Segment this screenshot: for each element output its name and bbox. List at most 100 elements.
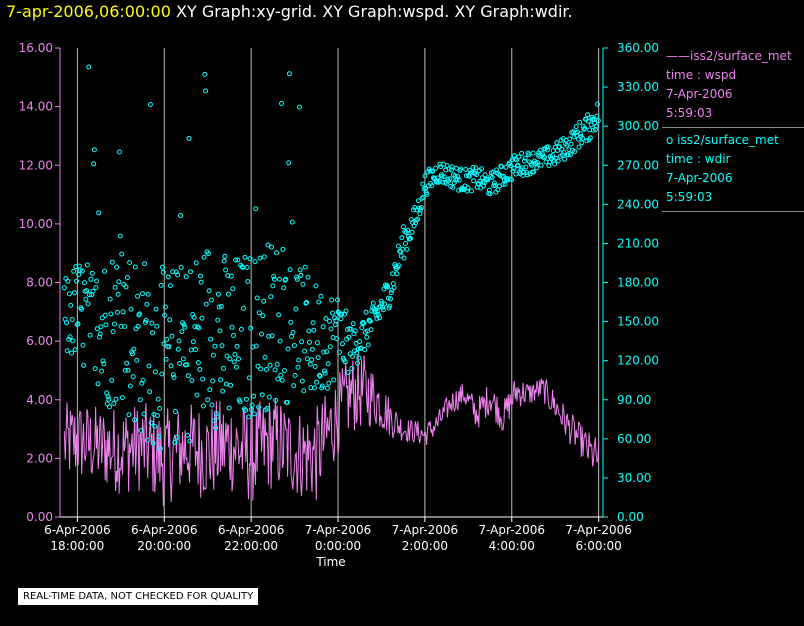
wdir-point xyxy=(508,163,514,169)
right-tick-label: 270.00 xyxy=(617,158,659,172)
wdir-point xyxy=(502,181,508,187)
wdir-point xyxy=(193,347,198,352)
wdir-point xyxy=(307,361,313,367)
wdir-point xyxy=(485,177,491,183)
wdir-point xyxy=(68,302,74,308)
wdir-point xyxy=(303,300,309,306)
wdir-point xyxy=(259,392,265,398)
wdir-point xyxy=(367,318,373,324)
wdir-point xyxy=(550,153,555,159)
wdir-point xyxy=(162,304,168,310)
x-tick-label-date: 7-Apr-2006 xyxy=(392,523,459,537)
wdir-point xyxy=(567,152,573,158)
wdir-point xyxy=(413,220,419,226)
wdir-point xyxy=(355,360,360,366)
wdir-point xyxy=(568,141,574,147)
wdir-point xyxy=(96,210,102,216)
wdir-point xyxy=(579,140,585,146)
wdir-point xyxy=(215,291,221,297)
wdir-point xyxy=(176,338,182,344)
wdir-point xyxy=(387,303,393,309)
wdir-point xyxy=(160,269,166,275)
wdir-point xyxy=(106,396,112,402)
legend-date: 7-Apr-2006 xyxy=(666,87,733,101)
wdir-point xyxy=(576,144,582,150)
wdir-point xyxy=(145,437,150,443)
wdir-point xyxy=(521,169,527,175)
wspd-series xyxy=(63,353,600,507)
wdir-point xyxy=(99,315,105,321)
wdir-point xyxy=(555,158,561,164)
wdir-point xyxy=(242,254,248,260)
wdir-point xyxy=(465,185,471,191)
wdir-point xyxy=(117,233,123,239)
wdir-point xyxy=(280,246,286,252)
wdir-point xyxy=(85,301,91,307)
legend-time: 5:59:03 xyxy=(666,106,713,120)
wdir-point xyxy=(167,317,173,323)
wdir-point xyxy=(145,291,151,297)
wdir-point xyxy=(231,333,236,338)
wdir-point xyxy=(267,362,273,368)
wdir-point xyxy=(94,326,100,332)
x-tick-label-time: 0:00:00 xyxy=(315,539,361,553)
wdir-point xyxy=(208,297,214,303)
wdir-point xyxy=(157,405,163,411)
wdir-point xyxy=(226,291,231,297)
wdir-point xyxy=(149,320,155,326)
wdir-point xyxy=(128,306,134,312)
wdir-point xyxy=(124,275,130,280)
wdir-point xyxy=(269,333,275,339)
title-bar: 7-apr-2006,06:00:00 XY Graph:xy-grid. XY… xyxy=(6,2,573,21)
wdir-point xyxy=(314,379,320,385)
wdir-point xyxy=(182,324,188,330)
legend-entry-wdir[interactable]: o iss2/surface_met time : wdir 7-Apr-200… xyxy=(662,128,804,212)
wdir-point xyxy=(122,367,128,373)
wdir-point xyxy=(97,334,102,340)
left-tick-label: 0.00 xyxy=(26,510,53,524)
wdir-point xyxy=(534,160,540,165)
left-tick-label: 16.00 xyxy=(19,41,53,55)
wdir-point xyxy=(289,334,295,339)
wdir-point xyxy=(155,413,160,419)
wdir-point xyxy=(233,257,239,263)
wdir-point xyxy=(123,284,129,290)
wdir-point xyxy=(99,368,105,374)
wdir-point xyxy=(430,168,436,174)
wdir-point xyxy=(333,318,339,324)
right-tick-label: 210.00 xyxy=(617,236,659,250)
legend-entry-wspd[interactable]: ——iss2/surface_met time : wspd 7-Apr-200… xyxy=(662,44,804,128)
wdir-point xyxy=(463,167,469,172)
wdir-point xyxy=(490,169,496,175)
wdir-point xyxy=(534,165,540,171)
wdir-point xyxy=(286,160,292,166)
wdir-point xyxy=(304,356,310,362)
wdir-point xyxy=(292,372,298,378)
wdir-point xyxy=(463,173,469,179)
wdir-point xyxy=(197,367,203,372)
wdir-point xyxy=(260,313,266,319)
wdir-point xyxy=(511,166,517,171)
wdir-point xyxy=(129,351,135,357)
wdir-point xyxy=(300,281,306,287)
wdir-point xyxy=(564,142,570,148)
wdir-point xyxy=(243,396,249,402)
wdir-point xyxy=(361,320,367,326)
wdir-point xyxy=(324,385,330,391)
wdir-point xyxy=(395,243,401,249)
wdir-point xyxy=(162,312,168,318)
wdir-point xyxy=(365,342,371,348)
wdir-point xyxy=(256,404,262,410)
wspd-line xyxy=(63,353,600,507)
wdir-point xyxy=(326,380,332,386)
wdir-point xyxy=(585,118,591,124)
wdir-point xyxy=(552,161,558,167)
wdir-point xyxy=(203,301,209,307)
right-tick-label: 0.00 xyxy=(617,510,644,524)
wdir-point xyxy=(448,167,454,173)
wdir-point xyxy=(165,274,171,280)
wdir-point xyxy=(65,278,71,284)
wdir-point xyxy=(409,229,415,235)
wdir-point xyxy=(152,369,158,375)
wdir-point xyxy=(205,397,211,403)
